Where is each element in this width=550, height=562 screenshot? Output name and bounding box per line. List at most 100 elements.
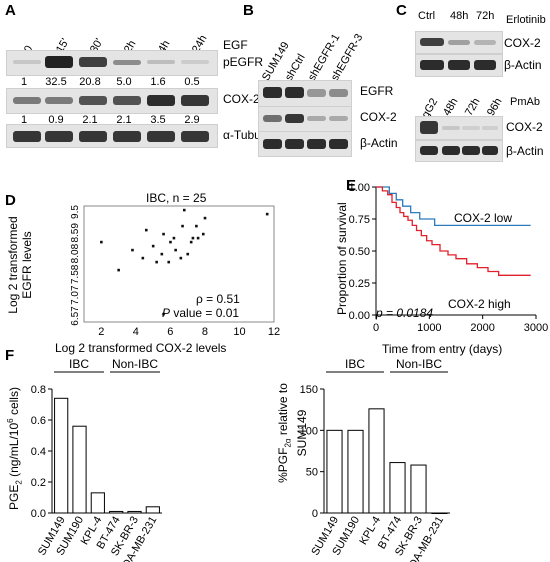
scatter-chart-d: 2 4 6 8 10 12 6.577.077.588.088.59 9.5	[70, 205, 280, 338]
bar	[389, 462, 406, 514]
scatter-point	[167, 260, 171, 264]
bar	[72, 425, 87, 514]
bar	[54, 397, 69, 514]
scatter-xtick: 6	[167, 326, 173, 338]
blot-a-cox2	[6, 88, 218, 114]
scatter-point	[182, 208, 186, 212]
a-band	[79, 57, 107, 67]
a-band	[13, 60, 41, 64]
a-band	[181, 60, 209, 64]
scatter-point	[144, 228, 148, 232]
a-quant-value: 0.5	[184, 76, 200, 88]
scatter-pvalue: P value = 0.01	[162, 306, 239, 320]
blot-b-actin-label: β-Actin	[360, 136, 398, 150]
scatter-ylabel: Log 2 transformed EGFR levels	[6, 216, 34, 314]
a-band	[79, 95, 107, 105]
scatter-point	[181, 224, 184, 228]
scatter-point	[174, 248, 177, 252]
survival-ytick: 1.00	[349, 182, 370, 194]
pge2-ylabel: PGE2 (ng/mL/106 cells)	[6, 387, 24, 510]
a-band	[147, 130, 175, 142]
panel-label-d: D	[5, 192, 16, 209]
scatter-point	[172, 236, 176, 240]
scatter-point	[162, 312, 165, 316]
a-band	[13, 130, 41, 142]
blot-b-egfr-label: EGFR	[360, 84, 394, 98]
scatter-xlabel: Log 2 transformed COX-2 levels	[55, 341, 227, 355]
scatter-xtick: 12	[268, 326, 280, 338]
a-quant-value: 3.5	[150, 114, 166, 126]
panel-label-c: C	[396, 2, 407, 19]
scatter-ytick: 7.07	[70, 285, 81, 305]
scatter-point	[141, 256, 145, 260]
a-band	[113, 95, 141, 105]
blot-c-bottom-actin-label: β-Actin	[506, 144, 544, 158]
scatter-point	[195, 224, 198, 228]
scatter-point	[196, 236, 200, 240]
scatter-point	[100, 240, 103, 244]
scatter-point	[179, 256, 183, 260]
a-quant-value: 0.9	[48, 114, 64, 126]
c-top-lane-72h: 72h	[476, 10, 495, 22]
panel-label-a: A	[5, 2, 16, 19]
bar-ytick: 0.0	[31, 508, 46, 520]
bar	[347, 429, 364, 514]
panel-label-b: B	[243, 2, 254, 19]
survival-xlabel: Time from entry (days)	[382, 342, 503, 356]
blot-b-egfr	[258, 80, 352, 107]
scatter-point	[265, 212, 269, 216]
scatter-frame	[83, 205, 275, 323]
scatter-xtick: 4	[133, 326, 139, 338]
blot-b-cox2	[258, 106, 352, 132]
survival-xtick: 0	[373, 322, 379, 334]
blot-c-bottom-cox2	[415, 116, 503, 140]
survival-xtick: 2000	[470, 322, 494, 334]
blot-a-pegfr-label: pEGFR	[223, 55, 264, 69]
c-top-treatment: Erlotinib	[506, 14, 546, 26]
blot-a-cox2-label: COX-2	[223, 92, 260, 106]
scatter-point	[151, 244, 155, 248]
scatter-title: IBC, n = 25	[146, 191, 207, 205]
panel-a-treatment: EGF	[223, 38, 248, 52]
survival-high-label: COX-2 high	[448, 297, 511, 311]
panel-label-e: E	[346, 177, 357, 194]
group-label-nonibc: Non-IBC	[112, 357, 158, 371]
scatter-xtick: 10	[233, 326, 245, 338]
scatter-point	[131, 248, 134, 252]
c-bottom-lane-48h: 48h	[441, 96, 461, 118]
bar	[127, 510, 142, 514]
a-quant-value: 2.1	[116, 114, 132, 126]
bar	[145, 506, 160, 514]
scatter-point	[203, 216, 207, 220]
a-quant-value: 2.1	[82, 114, 98, 126]
scatter-xtick: 8	[202, 326, 208, 338]
survival-ytick: 0.25	[349, 278, 370, 290]
a-band	[181, 94, 209, 106]
bar	[90, 492, 105, 514]
blot-c-bottom-cox2-label: COX-2	[506, 120, 543, 134]
a-band	[45, 96, 73, 104]
survival-low-label: COX-2 low	[454, 211, 513, 225]
a-quant-value: 2.9	[184, 114, 200, 126]
blot-c-top-cox2	[415, 31, 503, 54]
scatter-ytick: 9.5	[70, 205, 81, 219]
a-band	[13, 96, 41, 104]
scatter-point	[186, 252, 190, 256]
scatter-point	[160, 252, 164, 256]
c-bottom-lane-96h: 96h	[485, 96, 505, 118]
group-label-nonibc: Non-IBC	[396, 357, 442, 371]
survival-pvalue: p = 0.0184	[376, 306, 434, 320]
panel-label-f: F	[5, 347, 15, 364]
bar-ytick: 150	[300, 384, 318, 396]
blot-c-top-cox2-label: COX-2	[504, 36, 541, 50]
scatter-point	[117, 268, 120, 272]
a-band	[147, 60, 175, 64]
blot-c-top-actin	[415, 54, 503, 77]
c-bottom-lane-72h: 72h	[463, 96, 483, 118]
survival-line-high	[376, 186, 531, 276]
blot-b-cox2-label: COX-2	[360, 110, 397, 124]
scatter-point	[189, 240, 193, 244]
scatter-point	[162, 232, 165, 236]
